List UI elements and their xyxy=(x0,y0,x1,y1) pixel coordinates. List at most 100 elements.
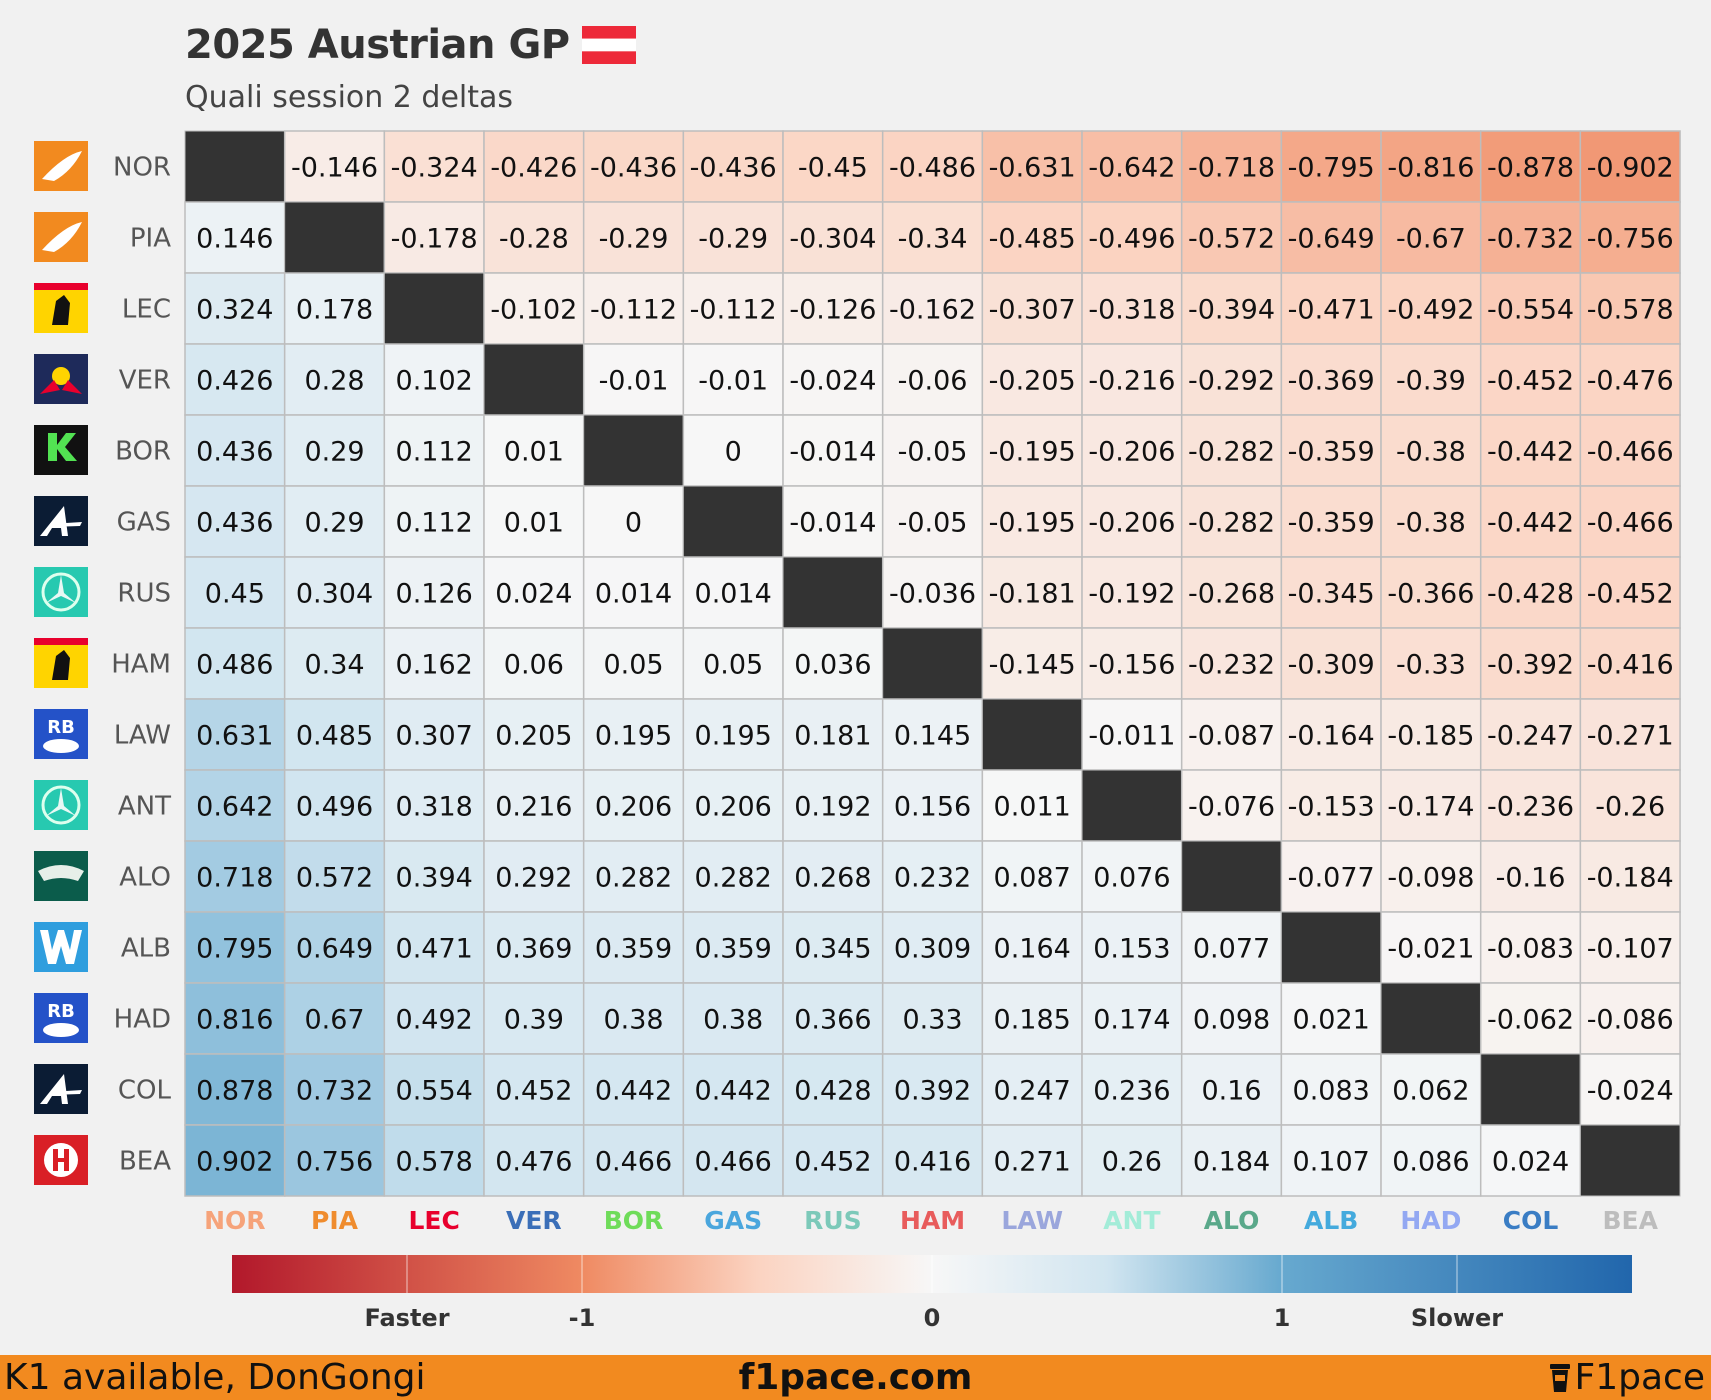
cell-value: -0.05 xyxy=(898,437,968,468)
cell-background xyxy=(1380,130,1482,203)
cell-background xyxy=(582,1124,685,1197)
cell-value: 0.036 xyxy=(794,650,871,681)
cell-value: -0.45 xyxy=(798,153,868,184)
cell-background xyxy=(1579,272,1681,345)
alpine-logo xyxy=(34,1064,88,1114)
cell-value: 0.578 xyxy=(396,1147,473,1178)
heatmap-cell: 0.492 xyxy=(383,982,485,1055)
cell-background xyxy=(1579,556,1681,629)
heatmap-cell: -0.442 xyxy=(1479,414,1582,487)
column-driver-label: NOR xyxy=(204,1206,265,1235)
logo-sun xyxy=(52,367,70,385)
heatmap-cell: -0.428 xyxy=(1479,556,1582,629)
cell-value: 0.486 xyxy=(196,650,273,681)
heatmap-cell: 0.572 xyxy=(283,840,386,913)
heatmap-cell: -0.107 xyxy=(1579,911,1681,984)
cell-background xyxy=(582,130,685,203)
cell-value: -0.756 xyxy=(1587,224,1674,255)
cell-background xyxy=(184,485,286,558)
cell-value: -0.572 xyxy=(1188,224,1275,255)
cell-value: -0.247 xyxy=(1487,721,1574,752)
heatmap-cell: 0.732 xyxy=(283,1053,386,1126)
cell-background xyxy=(383,627,485,700)
diagonal-cell xyxy=(184,130,286,203)
cell-background xyxy=(1579,627,1681,700)
heatmap-cell: -0.112 xyxy=(682,272,784,345)
heatmap-cell: 0.178 xyxy=(283,272,386,345)
cell-background xyxy=(283,414,386,487)
cell-value: -0.206 xyxy=(1088,508,1175,539)
cell-value: 0.428 xyxy=(794,1076,871,1107)
cell-background xyxy=(1180,627,1283,700)
logo-bull xyxy=(43,1023,79,1037)
cell-value: 0.442 xyxy=(695,1076,772,1107)
row-driver-label: NOR xyxy=(113,153,171,183)
heatmap-cell: -0.156 xyxy=(1081,627,1183,700)
chart-title: 2025 Austrian GP xyxy=(185,22,636,68)
heatmap-cell: 0.01 xyxy=(483,414,585,487)
heatmap-cell: -0.206 xyxy=(1081,485,1183,558)
cell-background xyxy=(483,982,585,1055)
heatmap-cell: -0.195 xyxy=(981,485,1083,558)
heatmap-cell: -0.394 xyxy=(1180,272,1283,345)
cell-background xyxy=(184,272,286,345)
heatmap-cell: -0.345 xyxy=(1280,556,1382,629)
heatmap-cell: 0.112 xyxy=(383,414,485,487)
cell-value: -0.232 xyxy=(1188,650,1275,681)
cell-value: 0.26 xyxy=(1102,1147,1162,1178)
row-label: RB LAW xyxy=(34,709,171,759)
cell-value: -0.126 xyxy=(789,295,876,326)
cell-value: -0.192 xyxy=(1088,579,1175,610)
cell-background xyxy=(184,343,286,416)
heatmap-cell: -0.649 xyxy=(1280,201,1382,274)
cell-background xyxy=(682,840,784,913)
cell-value: -0.816 xyxy=(1387,153,1474,184)
heatmap-cell: 0.05 xyxy=(582,627,685,700)
heatmap-cell: 0.631 xyxy=(184,698,286,771)
heatmap-cell: -0.318 xyxy=(1081,272,1183,345)
cell-background xyxy=(682,698,784,771)
heatmap-cell: 0.756 xyxy=(283,1124,386,1197)
cell-value: 0.236 xyxy=(1093,1076,1170,1107)
heatmap-cell: -0.304 xyxy=(782,201,884,274)
cell-value: -0.38 xyxy=(1396,437,1466,468)
cell-value: 0.205 xyxy=(495,721,572,752)
cell-value: -0.062 xyxy=(1487,1005,1574,1036)
heatmap-cell: -0.271 xyxy=(1579,698,1681,771)
cell-value: 0.011 xyxy=(994,792,1071,823)
cell-background xyxy=(1180,485,1283,558)
cell-background xyxy=(1180,982,1283,1055)
cell-value: -0.33 xyxy=(1396,650,1466,681)
cell-value: -0.496 xyxy=(1088,224,1175,255)
column-driver-label: ANT xyxy=(1103,1206,1160,1235)
cell-background xyxy=(1579,982,1681,1055)
cell-value: 0.572 xyxy=(296,863,373,894)
cell-value: -0.436 xyxy=(590,153,677,184)
cell-value: 0.178 xyxy=(296,295,373,326)
cell-value: -0.156 xyxy=(1088,650,1175,681)
cell-value: 0.098 xyxy=(1193,1005,1270,1036)
row-label: LEC xyxy=(34,283,171,333)
heatmap-cell: -0.426 xyxy=(483,130,585,203)
cell-value: -0.146 xyxy=(291,153,378,184)
diagonal-cell xyxy=(284,201,385,274)
title-text: 2025 Austrian GP xyxy=(185,22,570,68)
cell-value: 0.902 xyxy=(196,1147,273,1178)
cell-value: 0.195 xyxy=(595,721,672,752)
heatmap-cell: -0.184 xyxy=(1579,840,1681,913)
austria-flag-icon xyxy=(581,26,636,64)
cell-value: 0.34 xyxy=(304,650,364,681)
heatmap-cell: 0.011 xyxy=(981,769,1083,842)
footer-site-link[interactable]: f1pace.com xyxy=(738,1357,973,1398)
heatmap-cell: -0.572 xyxy=(1180,201,1283,274)
cell-value: 0.01 xyxy=(504,437,564,468)
heatmap-cell: 0.206 xyxy=(582,769,685,842)
column-driver-label: BOR xyxy=(604,1206,664,1235)
heatmap-chart: -0.146 -0.324 -0.426 -0.436 -0.436 -0.45 -0.48… xyxy=(34,130,1681,1332)
heatmap-cell: -0.024 xyxy=(782,343,884,416)
cell-value: 0.16 xyxy=(1201,1076,1261,1107)
row-labels: NOR PIA LEC VER BOR GAS RUS HAM RB LAW ANT ALO ALB RB… xyxy=(34,141,172,1185)
cell-value: -0.076 xyxy=(1188,792,1275,823)
cell-background xyxy=(782,343,884,416)
heatmap-cell: 0.205 xyxy=(483,698,585,771)
